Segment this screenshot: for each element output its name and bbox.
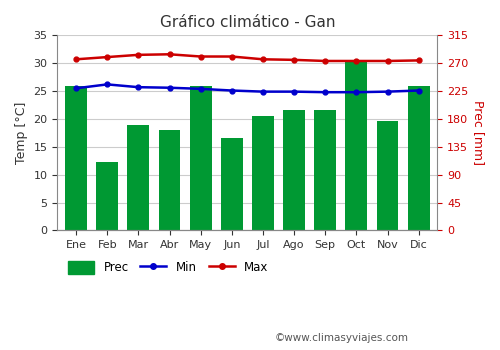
Bar	[408, 85, 430, 230]
Bar	[96, 162, 118, 230]
Title: Gráfico climático - Gan: Gráfico climático - Gan	[160, 15, 335, 30]
Bar	[65, 85, 87, 230]
Legend: Prec, Min, Max: Prec, Min, Max	[64, 257, 273, 279]
Bar	[314, 110, 336, 230]
Bar	[376, 121, 398, 230]
Text: ©www.climasyviajes.com: ©www.climasyviajes.com	[275, 333, 409, 343]
Bar	[190, 85, 212, 230]
Y-axis label: Temp [°C]: Temp [°C]	[15, 102, 28, 164]
Bar	[221, 138, 242, 230]
Bar	[128, 125, 150, 230]
Bar	[158, 130, 180, 230]
Bar	[252, 116, 274, 230]
Bar	[283, 110, 305, 230]
Bar	[346, 60, 368, 230]
Y-axis label: Prec [mm]: Prec [mm]	[472, 100, 485, 166]
